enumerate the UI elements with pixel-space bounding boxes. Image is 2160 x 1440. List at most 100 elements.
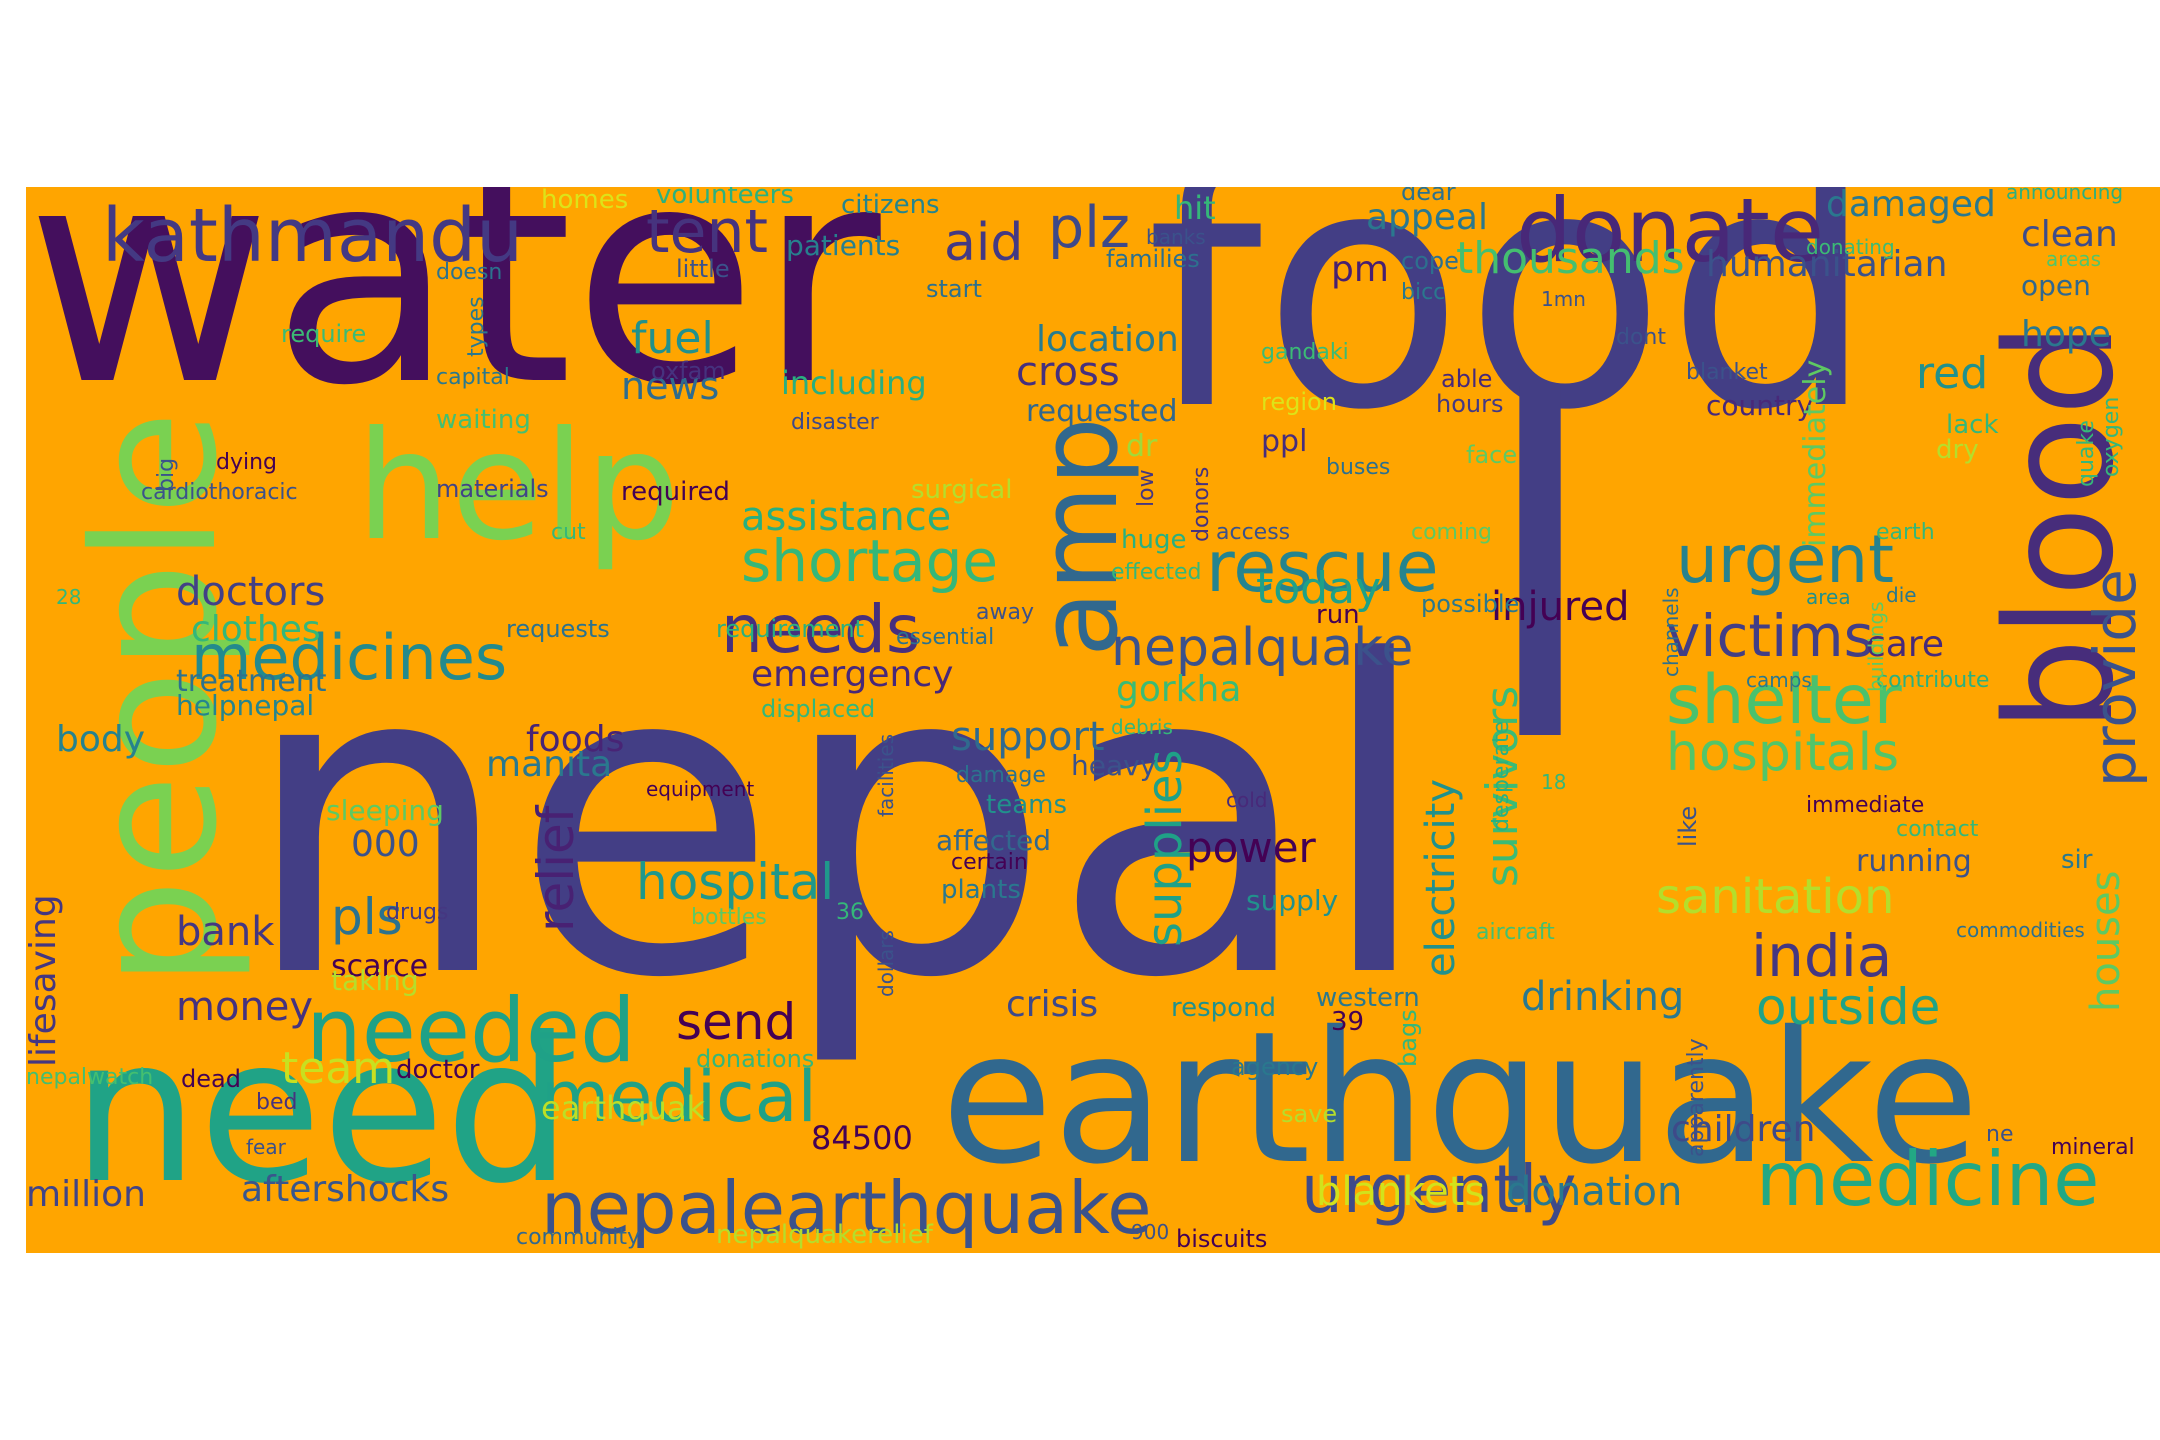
word-affected: affected — [936, 824, 1052, 857]
word-require: require — [281, 320, 367, 348]
word-sanitation: sanitation — [1656, 869, 1895, 925]
word-urgently: urgently — [1301, 1151, 1577, 1228]
word-nepalearthquake: nepalearthquake — [541, 1166, 1152, 1250]
word-ne: ne — [1986, 1122, 2014, 1147]
word-biscuits: biscuits — [1176, 1225, 1268, 1253]
word-humanitarian: humanitarian — [1706, 244, 1948, 285]
word-bicc: bicc — [1401, 280, 1446, 305]
word-oxygen: oxygen — [2099, 396, 2124, 477]
word-dont: dont — [1616, 325, 1666, 350]
word-donate: donate — [1516, 187, 1825, 282]
word-drinking: drinking — [1521, 974, 1685, 1020]
word-900: 900 — [1131, 1220, 1170, 1244]
word-contribute: contribute — [1876, 668, 1990, 693]
word-area: area — [1806, 585, 1851, 609]
word-cardiothoracic: cardiothoracic — [141, 480, 298, 505]
word-effected: effected — [1111, 560, 1202, 585]
word-country: country — [1706, 389, 1814, 422]
word-needed: needed — [306, 979, 636, 1082]
word-body: body — [56, 719, 146, 760]
word-cold: cold — [1226, 788, 1268, 812]
word-taking: taking — [331, 964, 419, 997]
word-shortage: shortage — [741, 527, 999, 595]
word-cope: cope — [1401, 247, 1459, 275]
word-donation: donation — [1506, 1169, 1683, 1215]
word-channels: channels — [1659, 587, 1683, 677]
word-children: children — [1671, 1109, 1816, 1150]
word-provide: provide — [2081, 569, 2149, 787]
word-surgical: surgical — [911, 475, 1013, 505]
word-required: required — [621, 477, 730, 507]
word-including: including — [781, 364, 927, 402]
word-bank: bank — [176, 909, 275, 955]
word-materials: materials — [436, 475, 549, 503]
word-medicines: medicines — [191, 621, 508, 694]
word-nepalquakerelief: nepalquakerelief — [716, 1220, 933, 1250]
word-little: little — [676, 255, 730, 283]
word-nepal: nepal — [241, 572, 1434, 1072]
word-camps: camps — [1746, 668, 1812, 692]
word-buildings: buildings — [1864, 601, 1888, 692]
word-like: like — [1674, 805, 1702, 847]
word-save: save — [1281, 1100, 1338, 1128]
word-bottles: bottles — [691, 905, 767, 930]
word-support: support — [951, 714, 1105, 760]
word-requirement: requirement — [716, 615, 865, 643]
word-drugs: drugs — [386, 900, 449, 925]
word-cloud: water food nepal l earthquake need people help b… — [26, 187, 2160, 1253]
word-kathmandu: kathmandu — [102, 193, 524, 279]
word-pm: pm — [1331, 249, 1389, 290]
word-28: 28 — [56, 585, 82, 609]
word-appeal: appeal — [1366, 197, 1488, 238]
word-citizens: citizens — [841, 190, 940, 220]
word-urgent: urgent — [1676, 521, 1895, 598]
word-gorkha: gorkha — [1116, 669, 1242, 710]
word-region: region — [1261, 388, 1337, 416]
word-dr: dr — [1126, 429, 1158, 464]
word-facilities: facilities — [874, 733, 898, 817]
word-heavy: heavy — [1071, 749, 1157, 782]
word-ppl: ppl — [1261, 424, 1308, 459]
word-bed: bed — [256, 1090, 298, 1115]
word-supply: supply — [1246, 884, 1339, 917]
word-nepalquake: nepalquake — [1111, 618, 1414, 678]
word-shelter: shelter — [1666, 661, 1902, 740]
word-million: million — [26, 1174, 146, 1215]
word-commodities: commodities — [1956, 918, 2085, 942]
word-news: news — [621, 364, 720, 408]
word-money: money — [176, 984, 314, 1030]
word-types: types — [464, 296, 489, 357]
word-buses: buses — [1326, 455, 1391, 480]
word-desperate: desperate — [1489, 720, 1514, 832]
word-relief: relief — [527, 805, 585, 932]
word-india: india — [1751, 922, 1893, 990]
word-aircraft: aircraft — [1476, 920, 1555, 945]
word-injured: injured — [1491, 584, 1630, 630]
word-assistance: assistance — [741, 494, 952, 540]
word-families: families — [1106, 245, 1200, 273]
word-running: running — [1856, 844, 1972, 879]
word-die: die — [1886, 583, 1917, 607]
word-essential: essential — [896, 625, 995, 650]
word-face: face — [1466, 441, 1518, 469]
word-oxfam: oxfam — [651, 357, 726, 385]
word-areas: areas — [2046, 247, 2102, 271]
word-thousands: thousands — [1456, 233, 1685, 284]
word-capital: capital — [436, 365, 510, 390]
word-cross: cross — [1016, 349, 1120, 395]
word-84500: 84500 — [811, 1119, 913, 1157]
word-help: help — [356, 400, 681, 574]
word-dear: dear — [1401, 187, 1456, 206]
word-gandaki: gandaki — [1261, 340, 1349, 365]
word-treatment: treatment — [176, 664, 327, 699]
word-mineral: mineral — [2051, 1135, 2135, 1160]
word-need: need — [72, 995, 572, 1228]
word-donors: donors — [1189, 466, 1214, 542]
word-dollars: dollars — [874, 930, 898, 997]
word-power: power — [1186, 823, 1316, 872]
word-39: 39 — [1331, 1007, 1365, 1037]
word-doctors: doctors — [176, 569, 326, 615]
word-location: location — [1036, 319, 1179, 360]
word-homes: homes — [541, 187, 629, 215]
word-needs: needs — [721, 591, 921, 668]
